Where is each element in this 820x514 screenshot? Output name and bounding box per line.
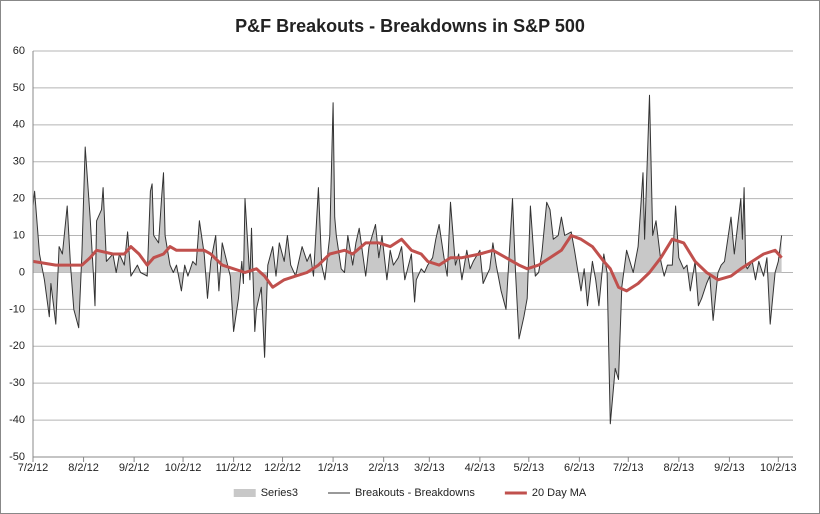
x-tick-label: 11/2/12 xyxy=(216,462,252,474)
y-tick-label: 40 xyxy=(13,119,25,131)
legend-label: 20 Day MA xyxy=(532,487,587,499)
y-tick-label: -40 xyxy=(9,414,25,426)
legend-item: Breakouts - Breakdowns xyxy=(328,487,475,499)
x-tick-label: 7/2/13 xyxy=(613,462,644,474)
x-tick-label: 8/2/12 xyxy=(68,462,99,474)
axes: -50 -40 -30 -20 -10 0 10 20 30 40 50 60 7/2/12 8/2/12… xyxy=(9,45,797,474)
x-tick-label: 10/2/13 xyxy=(760,462,797,474)
y-tick-label: 60 xyxy=(13,45,25,57)
legend-swatch xyxy=(233,489,256,497)
x-tick-label: 1/2/13 xyxy=(318,462,349,474)
y-tick-label: -20 xyxy=(9,340,25,352)
x-tick-label: 8/2/13 xyxy=(664,462,695,474)
x-tick-label: 12/2/12 xyxy=(264,462,301,474)
line xyxy=(32,94,783,425)
legend-item: Series3 xyxy=(233,487,298,499)
legend: Series3 Breakouts - Breakdowns 20 Day MA xyxy=(233,487,587,499)
x-tick-label: 9/2/12 xyxy=(119,462,150,474)
legend-item: 20 Day MA xyxy=(504,487,587,499)
x-tick-label: 4/2/13 xyxy=(465,462,496,474)
marks xyxy=(32,94,783,425)
x-tick-label: 6/2/13 xyxy=(564,462,595,474)
x-tick-label: 2/2/13 xyxy=(368,462,399,474)
y-tick-label: 30 xyxy=(13,156,25,168)
chart-title: P&F Breakouts - Breakdowns in S&P 500 xyxy=(235,16,585,36)
x-tick-label: 7/2/12 xyxy=(18,462,49,474)
x-tick-label: 10/2/12 xyxy=(165,462,202,474)
x-tick-label: 5/2/13 xyxy=(513,462,544,474)
y-tick-label: -50 xyxy=(9,451,25,463)
x-tick-label: 9/2/13 xyxy=(714,462,745,474)
y-tick-label: 10 xyxy=(13,229,25,241)
y-tick-label: -10 xyxy=(9,303,25,315)
line xyxy=(32,234,783,293)
legend-label: Breakouts - Breakdowns xyxy=(355,487,475,499)
y-tick-label: -30 xyxy=(9,377,25,389)
legend-label: Series3 xyxy=(261,487,298,499)
y-tick-label: 50 xyxy=(13,82,25,94)
y-tick-label: 20 xyxy=(13,193,25,205)
x-tick-label: 3/2/13 xyxy=(414,462,445,474)
y-tick-label: 0 xyxy=(19,266,25,278)
